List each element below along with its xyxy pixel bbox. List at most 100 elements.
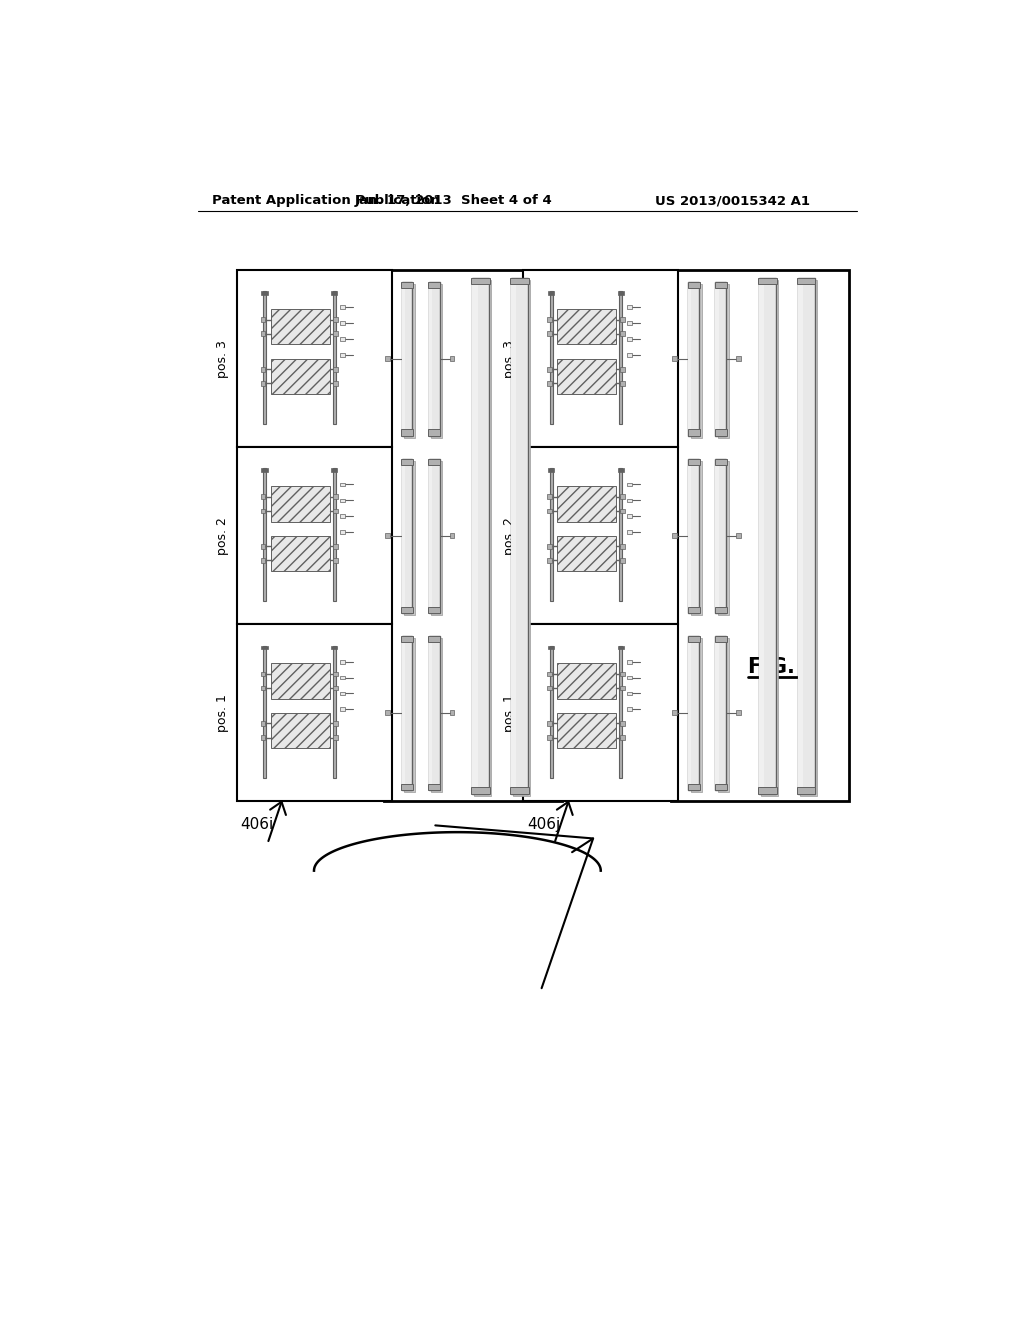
- Bar: [716, 459, 726, 612]
- Bar: [334, 735, 338, 741]
- Bar: [260, 331, 265, 337]
- Bar: [513, 280, 530, 796]
- Bar: [557, 486, 616, 521]
- Bar: [621, 721, 625, 726]
- Bar: [690, 461, 701, 615]
- Bar: [340, 531, 345, 535]
- Bar: [334, 508, 338, 513]
- Bar: [715, 636, 727, 642]
- Bar: [547, 317, 552, 322]
- Bar: [334, 558, 338, 562]
- Bar: [621, 508, 625, 513]
- Bar: [385, 710, 390, 715]
- Bar: [340, 692, 345, 696]
- Bar: [431, 461, 442, 615]
- Bar: [547, 558, 552, 562]
- Bar: [401, 636, 404, 789]
- Bar: [759, 277, 764, 793]
- Bar: [429, 636, 439, 789]
- Bar: [510, 277, 528, 284]
- Bar: [270, 486, 330, 521]
- Bar: [547, 685, 552, 690]
- Bar: [627, 692, 632, 696]
- Bar: [550, 645, 553, 779]
- Bar: [621, 317, 625, 322]
- Bar: [260, 735, 265, 741]
- Bar: [557, 309, 616, 345]
- Bar: [621, 685, 625, 690]
- Bar: [797, 277, 815, 284]
- Bar: [331, 469, 337, 473]
- Bar: [260, 317, 265, 322]
- Bar: [400, 636, 414, 642]
- Bar: [547, 331, 552, 337]
- Text: pos. 2: pos. 2: [503, 516, 516, 554]
- Bar: [800, 280, 817, 796]
- Bar: [547, 672, 552, 676]
- Bar: [428, 281, 440, 288]
- Bar: [400, 459, 414, 465]
- Bar: [450, 710, 455, 715]
- Text: pos. 3: pos. 3: [216, 339, 229, 378]
- Bar: [715, 459, 727, 465]
- Bar: [261, 645, 267, 649]
- Bar: [627, 499, 632, 503]
- Bar: [401, 281, 404, 436]
- Bar: [400, 429, 414, 436]
- Bar: [718, 638, 729, 792]
- Bar: [688, 281, 699, 436]
- Bar: [547, 735, 552, 741]
- Bar: [400, 281, 414, 288]
- Bar: [403, 284, 415, 438]
- Bar: [687, 281, 700, 288]
- Text: pos. 1: pos. 1: [216, 694, 229, 731]
- Bar: [334, 331, 338, 337]
- Bar: [263, 292, 266, 424]
- Bar: [401, 459, 404, 612]
- Text: 406j: 406j: [527, 817, 560, 832]
- Bar: [621, 544, 625, 549]
- Bar: [761, 280, 778, 796]
- Bar: [340, 483, 345, 487]
- Bar: [261, 469, 267, 473]
- Bar: [627, 305, 632, 309]
- Bar: [331, 292, 337, 296]
- Bar: [687, 784, 700, 789]
- Bar: [621, 381, 625, 385]
- Bar: [340, 515, 345, 519]
- Bar: [333, 645, 336, 779]
- Bar: [715, 281, 727, 288]
- Bar: [523, 271, 678, 447]
- Bar: [715, 607, 727, 612]
- Bar: [400, 784, 414, 789]
- Bar: [471, 277, 489, 284]
- Bar: [688, 459, 699, 612]
- Bar: [260, 685, 265, 690]
- Bar: [547, 721, 552, 726]
- Bar: [450, 356, 455, 360]
- Bar: [716, 636, 726, 789]
- Bar: [688, 281, 691, 436]
- Bar: [340, 354, 345, 358]
- Bar: [429, 281, 432, 436]
- Bar: [758, 788, 776, 793]
- Bar: [797, 788, 815, 793]
- Bar: [237, 447, 391, 624]
- Bar: [690, 638, 701, 792]
- Bar: [550, 469, 553, 601]
- Bar: [340, 676, 345, 680]
- Bar: [715, 429, 727, 436]
- Bar: [672, 533, 677, 539]
- Bar: [340, 321, 345, 325]
- Bar: [429, 459, 432, 612]
- Bar: [557, 359, 616, 395]
- Bar: [547, 367, 552, 371]
- Bar: [548, 469, 554, 473]
- Bar: [621, 672, 625, 676]
- Bar: [736, 533, 741, 539]
- Bar: [428, 607, 440, 612]
- Bar: [627, 515, 632, 519]
- Bar: [334, 721, 338, 726]
- Bar: [472, 277, 489, 793]
- Bar: [688, 636, 699, 789]
